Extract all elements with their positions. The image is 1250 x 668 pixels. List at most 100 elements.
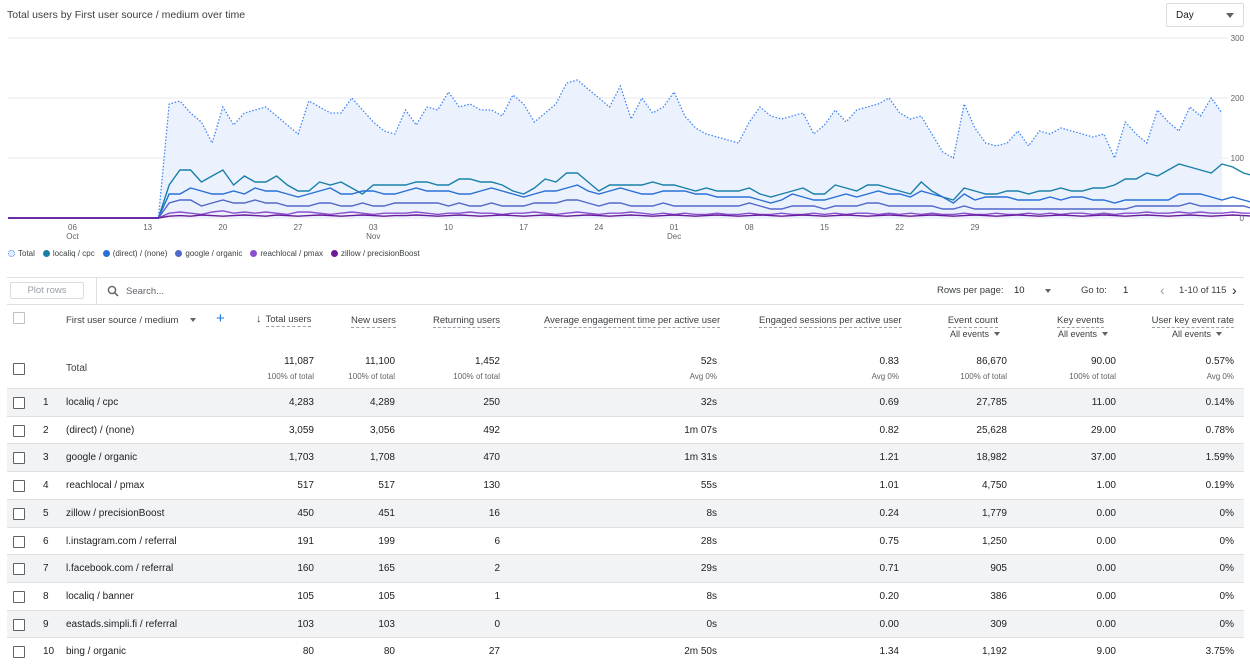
cell-event-count: 309 [990, 618, 1007, 630]
cell-new-users: 103 [378, 618, 395, 630]
header-user-key-event-rate[interactable]: User key event rate [1151, 315, 1234, 328]
y-axis-ticks: 300 200 100 0 [1231, 34, 1245, 223]
totals-checkbox[interactable] [13, 363, 25, 375]
goto-page-input[interactable]: 1 [1123, 285, 1129, 296]
chevron-down-icon [1102, 332, 1108, 337]
cell-avg-engagement: 1m 07s [684, 424, 717, 436]
cell-rate: 0.78% [1205, 424, 1234, 436]
cell-rate: 3.75% [1205, 646, 1234, 658]
row-source-medium[interactable]: zillow / precisionBoost [66, 507, 165, 519]
cell-avg-engagement: 0s [706, 618, 717, 630]
chevron-down-icon[interactable] [190, 318, 196, 322]
table-row[interactable]: 9 eastads.simpli.fi / referral 103 103 0 0s 0.… [7, 609, 1244, 638]
cell-event-count: 18,982 [976, 452, 1007, 464]
rows-per-page-select[interactable]: 10 [1014, 285, 1054, 296]
cell-total-users: 1,703 [288, 452, 314, 464]
table-row[interactable]: 10 bing / organic 80 80 27 2m 50s 1.34 1,192 9.0… [7, 637, 1244, 665]
row-source-medium[interactable]: bing / organic [66, 646, 127, 658]
row-checkbox[interactable] [13, 590, 25, 603]
table-row[interactable]: 4 reachlocal / pmax 517 517 130 55s 1.01 4,750 1… [7, 471, 1244, 499]
cell-returning-users: 16 [488, 507, 500, 519]
cell-event-count: 25,628 [976, 424, 1007, 436]
row-checkbox[interactable] [13, 452, 25, 465]
cell-new-users: 1,708 [369, 452, 395, 464]
total-avg-engagement-sub: Avg 0% [689, 372, 717, 381]
totals-label: Total [66, 363, 88, 374]
legend-label: zillow / precisionBoost [341, 249, 420, 258]
header-engaged-sessions[interactable]: Engaged sessions per active user [759, 315, 902, 328]
total-total-users: 11,087 [284, 356, 314, 367]
row-checkbox[interactable] [13, 507, 25, 520]
header-returning-users[interactable]: Returning users [433, 315, 501, 328]
legend-item: localiq / cpc [42, 249, 95, 258]
cell-rate: 0% [1219, 618, 1234, 630]
cell-returning-users: 27 [488, 646, 500, 658]
cell-key-events: 9.00 [1096, 646, 1116, 658]
cell-engaged-sessions: 0.20 [879, 590, 899, 602]
chevron-left-icon[interactable]: ‹ [1160, 282, 1165, 298]
add-dimension-icon[interactable]: + [216, 310, 225, 327]
cell-engaged-sessions: 1.34 [879, 646, 899, 658]
cell-event-count: 1,779 [981, 507, 1007, 519]
cell-rate: 0.19% [1205, 480, 1234, 492]
header-total-users[interactable]: ↓ Total users [256, 313, 312, 327]
row-checkbox[interactable] [13, 397, 25, 409]
header-event-count[interactable]: Event count [947, 315, 998, 328]
row-source-medium[interactable]: google / organic [66, 452, 138, 464]
cell-total-users: 160 [297, 563, 314, 575]
row-source-medium[interactable]: (direct) / (none) [66, 424, 135, 436]
table-row[interactable]: 1 localiq / cpc 4,283 4,289 250 32s 0.69 27,785… [7, 388, 1244, 416]
row-checkbox[interactable] [13, 535, 25, 548]
table-row[interactable]: 5 zillow / precisionBoost 450 451 16 8s 0.24 1,… [7, 498, 1244, 527]
rows-per-page-label: Rows per page: [937, 285, 1004, 296]
row-source-medium[interactable]: localiq / cpc [66, 397, 119, 408]
row-source-medium[interactable]: l.instagram.com / referral [66, 535, 177, 547]
y-tick-label: 0 [1240, 214, 1245, 223]
table-row[interactable]: 6 l.instagram.com / referral 191 199 6 28s 0.7… [7, 526, 1244, 555]
x-tick-label: 06 [68, 223, 77, 232]
row-source-medium[interactable]: eastads.simpli.fi / referral [66, 618, 178, 630]
granularity-select[interactable]: Day [1166, 3, 1244, 27]
cell-returning-users: 0 [494, 618, 500, 630]
row-checkbox[interactable] [13, 480, 25, 493]
cell-key-events: 0.00 [1096, 618, 1116, 630]
row-index: 2 [43, 424, 49, 436]
header-new-users[interactable]: New users [351, 315, 396, 328]
table-row[interactable]: 8 localiq / banner 105 105 1 8s 0.20 386 0.00 0% [7, 581, 1244, 610]
select-all-checkbox[interactable] [13, 312, 25, 324]
header-key-events[interactable]: Key events [1057, 315, 1104, 328]
key-events-filter[interactable]: All events [1028, 329, 1108, 340]
row-checkbox[interactable] [13, 618, 25, 631]
cell-total-users: 191 [297, 535, 314, 547]
table-row[interactable]: 7 l.facebook.com / referral 160 165 2 29s 0.71… [7, 554, 1244, 583]
chevron-right-icon[interactable]: › [1232, 282, 1237, 298]
user-key-event-rate-filter[interactable]: All events [1142, 329, 1222, 340]
x-tick-label: 01 [670, 223, 679, 232]
x-tick-label: 22 [895, 223, 904, 232]
row-source-medium[interactable]: localiq / banner [66, 590, 134, 602]
series-line-2 [8, 184, 1250, 219]
x-tick-month: Oct [66, 232, 79, 241]
total-total-users-sub: 100% of total [267, 372, 314, 381]
row-checkbox[interactable] [13, 424, 25, 437]
x-tick-label: 24 [594, 223, 603, 232]
event-count-filter[interactable]: All events [920, 329, 1000, 340]
total-key-events: 90.00 [1090, 356, 1116, 367]
search-input[interactable] [126, 284, 326, 298]
row-source-medium[interactable]: reachlocal / pmax [66, 480, 145, 492]
header-avg-engagement[interactable]: Average engagement time per active user [544, 315, 721, 328]
legend-item: zillow / precisionBoost [331, 249, 420, 258]
table-row[interactable]: 2 (direct) / (none) 3,059 3,056 492 1m 07s 0.8… [7, 415, 1244, 444]
sort-desc-icon: ↓ [256, 313, 262, 325]
row-source-medium[interactable]: l.facebook.com / referral [66, 563, 174, 575]
x-tick-label: 03 [369, 223, 378, 232]
plot-rows-button[interactable]: Plot rows [10, 282, 84, 299]
row-checkbox[interactable] [13, 563, 25, 576]
dimension-header[interactable]: First user source / medium [66, 315, 179, 326]
total-user-key-event-rate-sub: Avg 0% [1206, 372, 1234, 381]
cell-key-events: 37.00 [1090, 452, 1116, 464]
table-row[interactable]: 3 google / organic 1,703 1,708 470 1m 31s 1.21… [7, 443, 1244, 472]
x-tick-label: 08 [745, 223, 754, 232]
row-checkbox[interactable] [13, 646, 25, 659]
